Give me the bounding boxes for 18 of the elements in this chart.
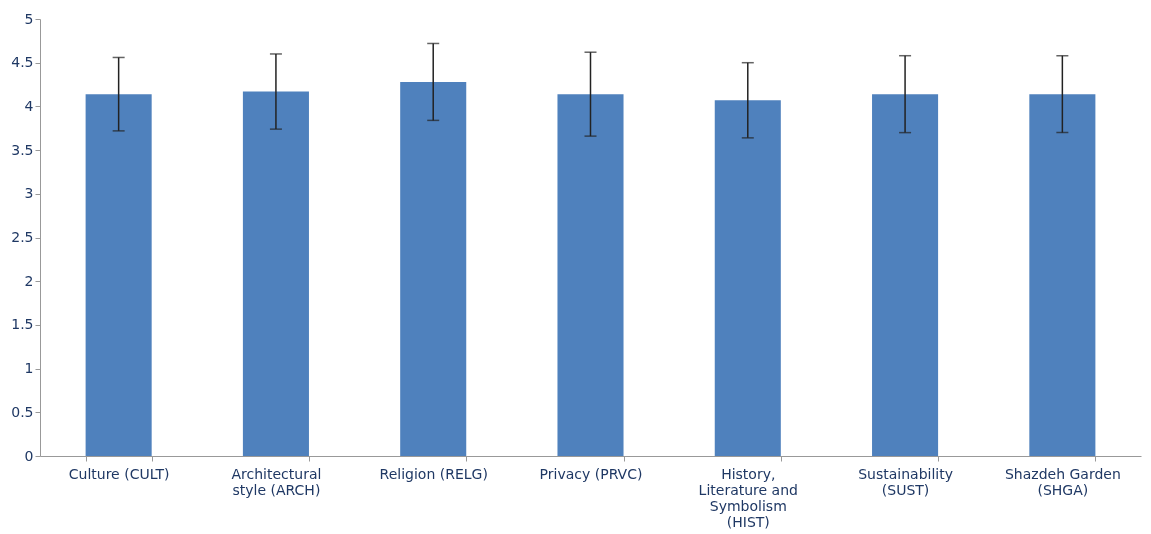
x-tick-label: Sustainability (SUST) [858,465,953,498]
y-tick-label: 0.5 [11,403,34,420]
y-tick-label: 4 [24,97,34,114]
y-tick-label: 2.5 [11,229,34,245]
x-tick-label: Religion (RELG) [379,465,488,482]
y-tick-label: 1.5 [11,316,34,333]
y-tick-label: 3.5 [11,141,34,158]
y-tick-label: 3 [24,185,34,202]
x-tick-label: History, Literature and Symbolism (HIST) [698,465,798,530]
y-tick-label: 2 [24,272,34,289]
y-tick-label: 0 [24,447,34,464]
y-tick-label: 1 [24,360,34,377]
y-tick-label: 4.5 [11,54,34,71]
x-tick-label: Culture (CULT) [68,465,170,482]
x-tick-label: Architectural style (ARCH) [231,465,322,498]
x-tick-label: Shazdeh Garden (SHGA) [1004,465,1121,498]
y-tick-label: 5 [24,10,34,27]
x-tick-label: Privacy (PRVC) [539,465,643,482]
